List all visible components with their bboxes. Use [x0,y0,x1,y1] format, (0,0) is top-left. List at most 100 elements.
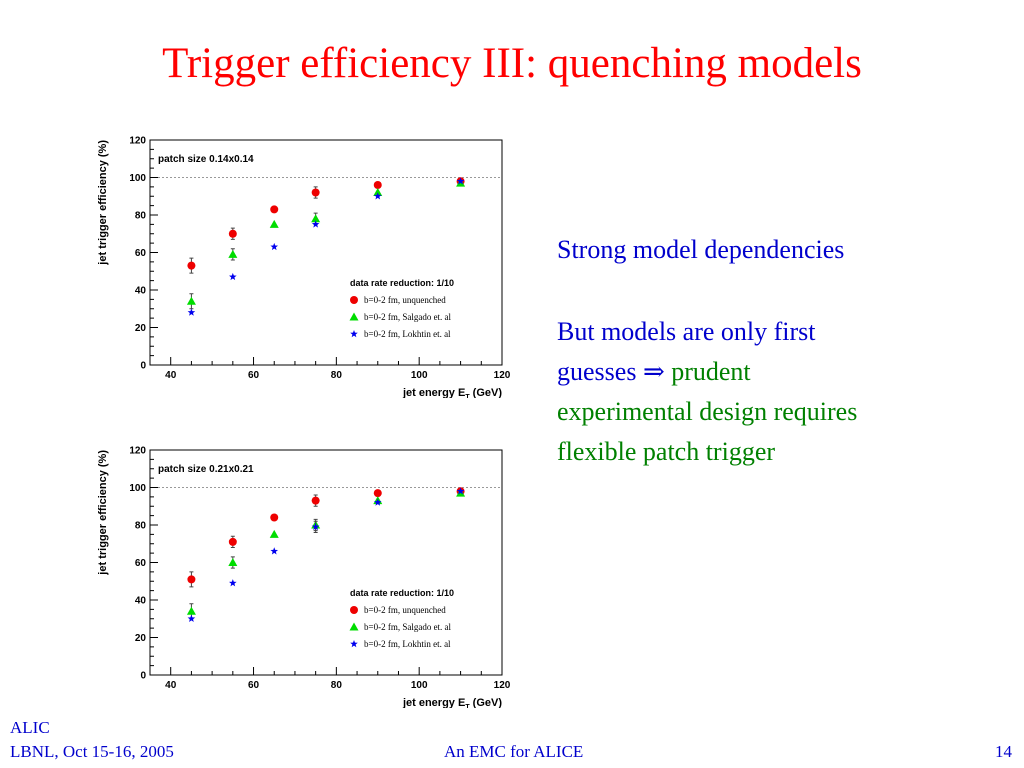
x-axis-label-unit: (GeV) [470,387,503,398]
data-point [270,242,279,251]
data-point [311,220,320,228]
data-point [311,214,321,223]
x-tick-label: 120 [494,680,511,691]
x-tick-label: 80 [331,370,343,381]
x-axis-label-main: jet energy E [402,697,465,708]
chart-svg: 0 20 40 60 80 100 120 40 60 80 100 120 jet energy ET… [97,136,511,399]
data-point [373,188,383,196]
y-tick-label: 120 [129,136,146,147]
note-line-4: flexible patch trigger [557,437,776,466]
data-point [311,496,320,505]
data-point [456,177,465,185]
x-axis-label-unit: (GeV) [470,697,503,708]
footer-page-number: 14 [995,742,1012,761]
legend-label: b=0-2 fm, Salgado et. al [364,622,452,632]
data-point [187,308,196,316]
x-axis-label: jet energy ET (GeV) [402,387,502,398]
y-tick-label: 0 [140,361,146,372]
data-point [373,498,382,506]
data-point [311,188,320,197]
patch-size-label: patch size 0.14x0.14 [158,154,254,165]
x-tick-label: 60 [248,680,260,691]
series-points [186,488,466,620]
data-point [186,606,196,615]
y-axis-label: jet trigger efficiency (%) [97,140,109,266]
y-tick-label: 80 [135,521,147,532]
x-tick-label: 80 [331,680,343,691]
y-tick-label: 80 [135,211,147,222]
series-points [187,487,465,622]
y-axis-label: jet trigger efficiency (%) [97,450,109,576]
x-tick-label: 40 [165,680,177,691]
legend-label: b=0-2 fm, unquenched [364,605,446,615]
series-points [187,177,465,274]
footer-event: LBNL, Oct 15-16, 2005 [10,742,174,761]
data-point [269,529,279,538]
model-dependency-note: Strong model dependencies [557,230,977,270]
data-point [228,558,238,566]
legend-entry: b=0-2 fm, Salgado et. al [349,312,452,322]
y-tick-label: 40 [135,596,147,607]
legend-label: b=0-2 fm, unquenched [364,295,446,305]
data-point [456,487,465,495]
legend-title: data rate reduction: 1/10 [350,588,454,598]
x-axis-label-sub: T [465,394,470,398]
legend-label: b=0-2 fm, Lokhtin et. al [364,329,451,339]
legend-marker [350,606,358,614]
legend-marker [349,622,359,631]
series-points [187,177,465,316]
data-point [373,489,382,498]
series-points [186,178,466,310]
y-tick-label: 60 [135,558,147,569]
y-tick-label: 40 [135,286,147,297]
legend-marker [350,330,358,338]
legend-entry: b=0-2 fm, unquenched [350,605,446,615]
x-tick-label: 100 [411,370,428,381]
efficiency-chart-large-patch: 0 20 40 60 80 100 120 40 60 80 100 120 jet energy ET… [92,438,532,709]
y-tick-label: 100 [129,173,146,184]
data-point [270,205,279,214]
data-point [373,181,382,189]
y-tick-label: 20 [135,633,147,644]
note-text-1: Strong model dependencies [557,235,845,264]
data-point [373,192,382,200]
x-axis-label: jet energy ET (GeV) [402,697,502,708]
x-tick-label: 120 [494,370,511,381]
efficiency-chart-small-patch: 0 20 40 60 80 100 120 40 60 80 100 120 jet energy ET… [92,128,532,399]
note-guesses: guesses [557,357,637,386]
chart-svg: 0 20 40 60 80 100 120 40 60 80 100 120 jet energy ET… [97,446,511,709]
x-tick-label: 60 [248,370,260,381]
footer-talk-title: An EMC for ALICE [444,742,584,761]
data-point [229,579,237,587]
models-guess-note: But models are only first guesses ⇒ prud… [557,312,977,472]
data-point [228,537,237,546]
data-point [186,296,196,305]
legend-entry: b=0-2 fm, Lokhtin et. al [350,329,451,339]
y-tick-label: 0 [140,671,146,682]
x-tick-label: 100 [411,680,428,691]
x-axis-label-sub: T [465,704,470,708]
series-points [187,487,465,588]
y-tick-label: 20 [135,323,147,334]
data-point [228,229,237,238]
legend-entry: b=0-2 fm, Lokhtin et. al [350,639,451,649]
data-point [187,575,196,584]
legend-marker [349,312,359,321]
data-point [187,261,196,270]
legend-title: data rate reduction: 1/10 [350,278,454,288]
patch-size-label: patch size 0.21x0.21 [158,464,254,475]
data-point [270,513,279,522]
note-line-1: But models are only first [557,317,816,346]
legend-label: b=0-2 fm, Lokhtin et. al [364,639,451,649]
x-axis-label-main: jet energy E [402,387,465,398]
note-prudent: prudent [671,357,751,386]
note-line-3: experimental design requires [557,397,858,426]
legend-marker [350,296,358,304]
y-tick-label: 120 [129,446,146,457]
x-tick-label: 40 [165,370,177,381]
legend-label: b=0-2 fm, Salgado et. al [364,312,452,322]
data-point [187,614,196,622]
y-tick-label: 60 [135,248,147,259]
implies-arrow-icon: ⇒ [642,357,665,386]
data-point [270,547,279,555]
